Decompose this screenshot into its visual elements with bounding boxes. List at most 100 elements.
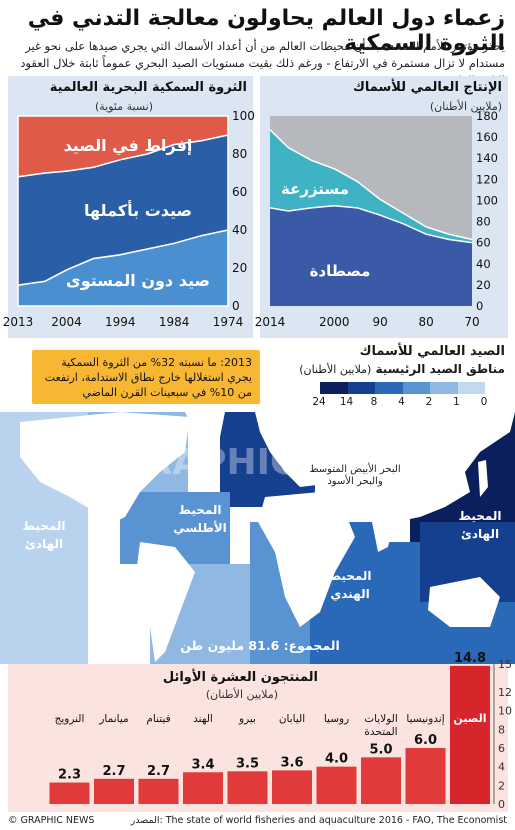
- legend-swatch: [430, 382, 458, 394]
- stocks-xtick: 1984: [159, 315, 190, 329]
- legend-swatch: [347, 382, 375, 394]
- marine-stocks-unit: (نسبة مئوية): [94, 100, 153, 113]
- bar-ytick: 4: [498, 761, 505, 774]
- bar-9: [49, 782, 90, 804]
- stocks-xtick: 2004: [51, 315, 82, 329]
- world-map-svg: GRAPHIC NEWS المحيط الهادئ المحيط الأطلس…: [0, 412, 515, 664]
- map-total: المجموع: 81.6 مليون طن: [180, 638, 340, 653]
- bar-5: [227, 771, 268, 804]
- europe-asia-shape: [255, 412, 515, 522]
- label-indian-1: المحيط: [328, 569, 371, 583]
- label-overfished: إفراط في الصيد: [64, 136, 193, 156]
- bar-ytick: 12: [498, 686, 512, 699]
- japan-shape: [478, 460, 488, 497]
- label-underfished: صيد دون المستوى: [66, 271, 210, 290]
- legend-tick: 4: [398, 396, 405, 408]
- label-pacific-east-2: الهادئ: [25, 537, 63, 551]
- africa-shape: [258, 492, 355, 627]
- map-watermark: GRAPHIC NEWS: [115, 442, 429, 483]
- bar-6: [183, 772, 223, 804]
- marine-stocks-panel: الثروة السمكية البحرية العالمية (نسبة مئ…: [3, 76, 255, 338]
- label-indian-2: الهندي: [330, 587, 369, 601]
- bar-category-label: النرويج: [55, 713, 85, 725]
- map-subtitle-text: مناطق الصيد الرئيسية: [375, 362, 505, 376]
- bar-category-label: فيتنام: [146, 713, 170, 725]
- stocks-ytick: 80: [232, 147, 247, 161]
- legend-tick: 1: [453, 396, 460, 408]
- bar-category-label-2: المتحدة: [364, 726, 397, 738]
- label-atlantic-1: المحيط: [178, 503, 221, 517]
- bar-ytick: 0: [498, 798, 505, 811]
- label-med-1: البحر الأبيض المتوسط: [309, 462, 400, 475]
- production-ytick: 60: [476, 236, 491, 250]
- production-ytick: 0: [476, 299, 483, 313]
- label-pacific-west-1: المحيط: [458, 509, 501, 523]
- bar-value-label: 2.3: [58, 768, 81, 783]
- production-total-line: [269, 129, 473, 241]
- bar-value-label: 3.6: [280, 755, 303, 770]
- marine-stocks-chart: 0 20 40 60 80 100 1974 1984 1994 2004 2013 إفراط في…: [3, 109, 255, 329]
- marine-stocks-title: الثروة السمكية البحرية العالمية: [49, 80, 247, 95]
- bar-ytick: 8: [498, 723, 505, 736]
- overfishing-callout: 2013: ما نسبته 32% من الثروة السمكية يجر…: [32, 350, 260, 404]
- production-ytick: 40: [476, 257, 491, 271]
- legend-tick: 2: [425, 396, 433, 408]
- bar-7: [138, 778, 179, 804]
- bar-category-label: إندونيسيا: [406, 713, 444, 725]
- bar-ytick: 2: [498, 779, 505, 792]
- south-america-shape: [135, 542, 195, 662]
- bar-ytick: 6: [498, 742, 505, 755]
- greenland-shape: [185, 412, 225, 442]
- production-caught-area: [270, 205, 472, 306]
- bar-2: [361, 757, 401, 804]
- bar-category-label: الصين: [453, 712, 486, 725]
- stocks-xtick: 1994: [105, 315, 136, 329]
- bar-value-label: 2.7: [147, 764, 170, 779]
- footer-copyright: © GRAPHIC NEWS: [8, 815, 95, 826]
- bar-category-label: اليابان: [279, 713, 305, 725]
- production-ytick: 160: [476, 130, 498, 144]
- production-ytick: 180: [476, 109, 498, 123]
- production-xtick: 90: [373, 315, 388, 329]
- legend-tick: 24: [312, 396, 326, 408]
- stocks-area-2: [17, 115, 229, 178]
- stocks-ytick: 100: [232, 109, 255, 123]
- production-xtick: 2000: [319, 315, 350, 329]
- label-caught: مصطادة: [310, 262, 371, 280]
- bar-category-label: الهند: [193, 713, 213, 725]
- label-atlantic-2: الأطلسي: [173, 520, 227, 535]
- bar-value-label: 2.7: [102, 764, 125, 779]
- production-caught-line: [269, 204, 473, 244]
- top-producers-chart-panel: المنتجون العشرة الأوائل (ملايين الأطنان)…: [8, 651, 512, 812]
- australia-shape: [428, 577, 500, 627]
- top-producers-title: المنتجون العشرة الأوائل: [162, 670, 318, 685]
- north-america-shape: [20, 412, 190, 527]
- production-xtick: 80: [418, 315, 433, 329]
- page-title: زعماء دول العالم يحاولون معالجة التدني ف…: [27, 6, 505, 56]
- india-shape: [370, 512, 395, 552]
- stocks-xtick: 1974: [213, 315, 244, 329]
- bar-4: [272, 770, 312, 804]
- map-unit: (ملايين الأطنان): [299, 363, 372, 376]
- bar-1: [405, 748, 446, 804]
- label-fully-fished: صيدت بأكملها: [84, 200, 192, 220]
- legend-tick: 8: [370, 396, 378, 408]
- bar-value-label: 14.8: [454, 651, 486, 666]
- label-farmed: مستزرعة: [281, 180, 349, 198]
- production-ytick: 100: [476, 193, 498, 207]
- bar-category-label: الولايات: [364, 713, 398, 725]
- map-legend-scale: [320, 382, 485, 394]
- map-title: الصيد العالمي للأسماك: [359, 344, 505, 359]
- legend-swatch: [457, 382, 485, 394]
- map-subtitle: مناطق الصيد الرئيسية (ملايين الأطنان): [299, 362, 505, 376]
- bar-value-label: 6.0: [414, 733, 437, 748]
- bar-ytick: 15: [498, 658, 512, 671]
- bar-category-label: ميانمار: [98, 713, 128, 725]
- production-ytick: 140: [476, 151, 498, 165]
- world-fishing-map: GRAPHIC NEWS المحيط الهادئ المحيط الأطلس…: [0, 412, 515, 664]
- fish-production-panel: الإنتاج العالمي للأسماك (ملايين الأطنان)…: [255, 76, 508, 338]
- legend-tick: 14: [339, 396, 354, 408]
- footer-source: المصدر: The state of world fisheries and…: [130, 815, 507, 826]
- bar-value-label: 3.5: [236, 756, 259, 771]
